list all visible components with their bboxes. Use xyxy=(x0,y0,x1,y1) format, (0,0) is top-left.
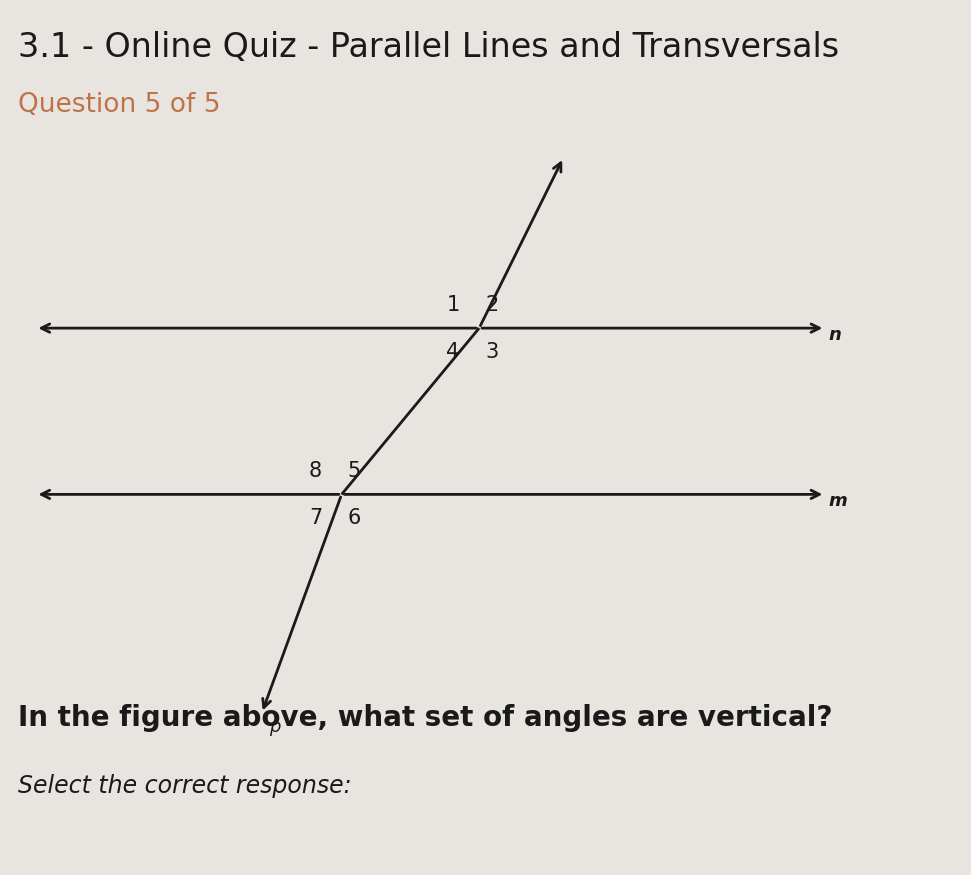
Text: 5: 5 xyxy=(348,461,361,481)
Text: 1: 1 xyxy=(447,295,459,315)
Text: 6: 6 xyxy=(348,507,361,528)
Text: Select the correct response:: Select the correct response: xyxy=(17,774,352,798)
Text: 2: 2 xyxy=(486,295,498,315)
Text: 3.1 - Online Quiz - Parallel Lines and Transversals: 3.1 - Online Quiz - Parallel Lines and T… xyxy=(17,31,839,64)
Text: 4: 4 xyxy=(447,341,459,361)
Text: n: n xyxy=(829,326,842,344)
Text: p: p xyxy=(269,718,281,736)
Text: m: m xyxy=(829,493,848,510)
Text: Question 5 of 5: Question 5 of 5 xyxy=(17,92,220,118)
Text: In the figure above, what set of angles are vertical?: In the figure above, what set of angles … xyxy=(17,704,832,732)
Text: 3: 3 xyxy=(486,341,498,361)
Text: 7: 7 xyxy=(309,507,322,528)
Text: 8: 8 xyxy=(309,461,322,481)
